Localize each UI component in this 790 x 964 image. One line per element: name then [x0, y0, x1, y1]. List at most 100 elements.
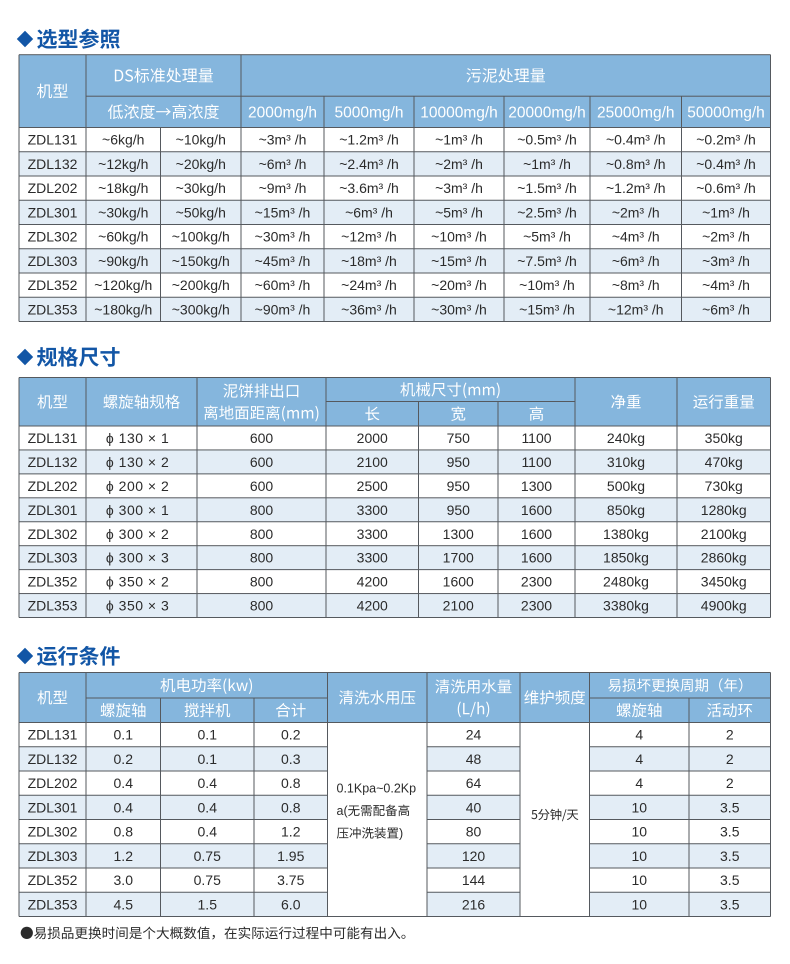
- svg-text:~30m³ /h: ~30m³ /h: [431, 301, 487, 317]
- svg-text:0.4: 0.4: [198, 799, 218, 815]
- svg-text:350kg: 350kg: [705, 430, 743, 446]
- svg-text:ZDL303: ZDL303: [28, 848, 78, 864]
- svg-text:ZDL131: ZDL131: [28, 430, 78, 446]
- svg-text:ZDL302: ZDL302: [28, 526, 78, 542]
- svg-text:~20m³ /h: ~20m³ /h: [431, 277, 487, 293]
- svg-text:2300: 2300: [521, 574, 552, 590]
- svg-text:1100: 1100: [521, 430, 551, 446]
- svg-text:): ): [399, 827, 403, 841]
- svg-text:0.4: 0.4: [114, 799, 134, 815]
- svg-text:~0.2m³ /h: ~0.2m³ /h: [696, 132, 756, 148]
- svg-text:ϕ 200 × 2: ϕ 200 × 2: [106, 478, 169, 494]
- svg-text:~36m³ /h: ~36m³ /h: [341, 301, 397, 317]
- svg-text:10000mg/h: 10000mg/h: [420, 104, 498, 121]
- svg-text:3450kg: 3450kg: [701, 574, 747, 590]
- svg-text:~20kg/h: ~20kg/h: [176, 156, 226, 172]
- svg-text:~10kg/h: ~10kg/h: [176, 132, 226, 148]
- svg-text:1600: 1600: [521, 526, 552, 542]
- svg-text:~1.5m³ /h: ~1.5m³ /h: [517, 180, 577, 196]
- svg-text:0.3: 0.3: [281, 751, 301, 767]
- svg-text:0.4: 0.4: [198, 775, 218, 791]
- svg-text:~50kg/h: ~50kg/h: [176, 204, 226, 220]
- svg-text:ZDL132: ZDL132: [28, 751, 78, 767]
- svg-text:~6m³ /h: ~6m³ /h: [612, 253, 660, 269]
- svg-text:5000mg/h: 5000mg/h: [335, 104, 404, 121]
- svg-text:~1m³ /h: ~1m³ /h: [702, 204, 750, 220]
- svg-text:0.8: 0.8: [281, 775, 301, 791]
- svg-text:800: 800: [250, 502, 274, 518]
- svg-text:ZDL202: ZDL202: [28, 775, 78, 791]
- svg-text:1700: 1700: [443, 550, 474, 566]
- svg-text:950: 950: [447, 454, 471, 470]
- svg-text:~2m³ /h: ~2m³ /h: [702, 229, 750, 245]
- svg-text:1600: 1600: [521, 502, 552, 518]
- svg-text:1300: 1300: [443, 526, 474, 542]
- svg-text:950: 950: [447, 478, 471, 494]
- svg-text:4: 4: [635, 727, 643, 743]
- svg-text:800: 800: [250, 550, 274, 566]
- svg-text:2000: 2000: [357, 430, 388, 446]
- svg-text:850kg: 850kg: [607, 502, 645, 518]
- svg-text:2000mg/h: 2000mg/h: [248, 104, 317, 121]
- svg-text:~3.6m³ /h: ~3.6m³ /h: [339, 180, 399, 196]
- svg-text:ZDL202: ZDL202: [28, 180, 78, 196]
- svg-text:a(: a(: [337, 804, 349, 818]
- svg-text:ZDL352: ZDL352: [28, 872, 78, 888]
- svg-text:40: 40: [466, 799, 482, 815]
- svg-text:4900kg: 4900kg: [701, 598, 747, 614]
- svg-text:ZDL131: ZDL131: [28, 727, 78, 743]
- svg-text:~60m³ /h: ~60m³ /h: [255, 277, 311, 293]
- svg-text:0.2: 0.2: [114, 751, 134, 767]
- svg-text:600: 600: [250, 478, 274, 494]
- svg-text:~1.2m³ /h: ~1.2m³ /h: [339, 132, 399, 148]
- svg-text:1100: 1100: [521, 454, 551, 470]
- svg-text:ϕ 350 × 2: ϕ 350 × 2: [106, 574, 169, 590]
- svg-text:1600: 1600: [443, 574, 474, 590]
- svg-text:500kg: 500kg: [607, 478, 645, 494]
- svg-text:ϕ 350 × 3: ϕ 350 × 3: [106, 598, 169, 614]
- svg-text:ZDL301: ZDL301: [28, 204, 78, 220]
- svg-text:2: 2: [726, 727, 734, 743]
- svg-text:25000mg/h: 25000mg/h: [597, 104, 675, 121]
- svg-text:~150kg/h: ~150kg/h: [172, 253, 230, 269]
- svg-text:ZDL353: ZDL353: [28, 896, 78, 912]
- svg-text:0.75: 0.75: [194, 872, 221, 888]
- svg-text:~2.4m³ /h: ~2.4m³ /h: [339, 156, 399, 172]
- svg-text:0.8: 0.8: [281, 799, 301, 815]
- svg-text:ϕ 300 × 3: ϕ 300 × 3: [106, 550, 169, 566]
- svg-text:~0.5m³ /h: ~0.5m³ /h: [517, 132, 577, 148]
- svg-text:2100: 2100: [443, 598, 474, 614]
- svg-text:ZDL302: ZDL302: [28, 824, 78, 840]
- svg-text:~2m³ /h: ~2m³ /h: [612, 204, 660, 220]
- svg-text:ZDL132: ZDL132: [28, 156, 78, 172]
- svg-text:310kg: 310kg: [607, 454, 645, 470]
- svg-text:4: 4: [635, 775, 643, 791]
- svg-text:~7.5m³ /h: ~7.5m³ /h: [517, 253, 577, 269]
- svg-text:~2m³ /h: ~2m³ /h: [435, 156, 483, 172]
- svg-text:2860kg: 2860kg: [701, 550, 747, 566]
- svg-text:3.5: 3.5: [720, 799, 740, 815]
- svg-text:~180kg/h: ~180kg/h: [94, 301, 152, 317]
- svg-text:~2.5m³ /h: ~2.5m³ /h: [517, 204, 577, 220]
- svg-text:3.75: 3.75: [277, 872, 304, 888]
- svg-text:~1.2m³ /h: ~1.2m³ /h: [606, 180, 666, 196]
- svg-text:1.2: 1.2: [281, 824, 301, 840]
- svg-text:2: 2: [726, 775, 734, 791]
- svg-text:0.8: 0.8: [114, 824, 134, 840]
- svg-text:~0.4m³ /h: ~0.4m³ /h: [696, 156, 756, 172]
- svg-text:1850kg: 1850kg: [603, 550, 649, 566]
- svg-text:216: 216: [462, 896, 486, 912]
- svg-text:~45m³ /h: ~45m³ /h: [255, 253, 311, 269]
- svg-text:50000mg/h: 50000mg/h: [687, 104, 765, 121]
- svg-text:600: 600: [250, 454, 274, 470]
- svg-text:ZDL302: ZDL302: [28, 229, 78, 245]
- svg-text:~30kg/h: ~30kg/h: [98, 204, 148, 220]
- svg-text:~18m³ /h: ~18m³ /h: [341, 253, 397, 269]
- svg-text:~300kg/h: ~300kg/h: [172, 301, 230, 317]
- svg-text:24: 24: [466, 727, 482, 743]
- svg-text:~30m³ /h: ~30m³ /h: [255, 229, 311, 245]
- svg-text:2500: 2500: [357, 478, 388, 494]
- svg-text:3300: 3300: [357, 502, 388, 518]
- svg-text:4.5: 4.5: [114, 896, 134, 912]
- svg-text:3.5: 3.5: [720, 824, 740, 840]
